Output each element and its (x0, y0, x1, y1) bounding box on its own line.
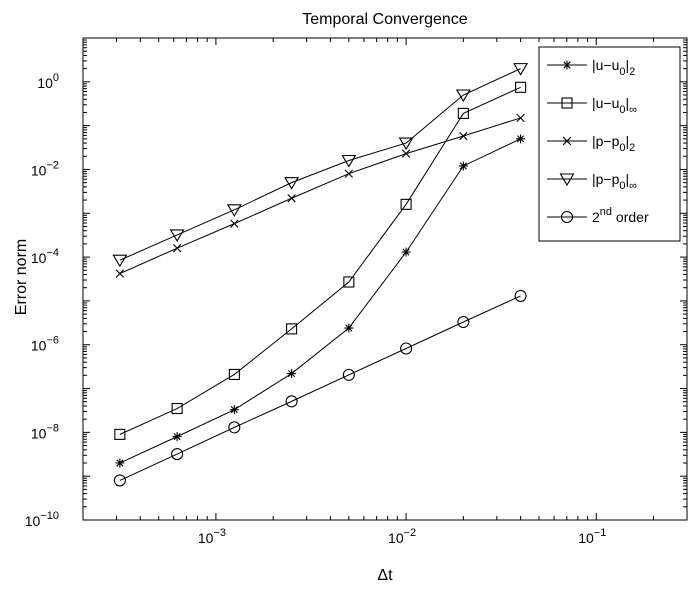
data-point (169, 229, 185, 243)
data-point (228, 368, 240, 380)
legend-entry: |p−p0|∞ (547, 171, 637, 192)
legend-label: |u−u0|∞ (592, 95, 637, 116)
legend-box (538, 46, 681, 242)
x-tick-label: 10−3 (198, 527, 226, 546)
legend-entry: 2nd order (547, 206, 649, 225)
data-point (458, 161, 468, 171)
data-point (455, 89, 471, 103)
legend-marker (561, 97, 573, 109)
legend-entry: |p−p0|2 (547, 133, 635, 154)
data-point (400, 342, 413, 355)
chart-title: Temporal Convergence (302, 11, 468, 28)
series-line (119, 117, 521, 275)
x-axis-label: Δt (377, 567, 393, 584)
data-point (226, 204, 242, 217)
data-point (342, 368, 355, 381)
legend-marker (559, 173, 575, 187)
series-star (115, 134, 526, 468)
y-tick-label: 100 (37, 72, 59, 91)
y-axis-label: Error norm (13, 239, 30, 315)
data-point (172, 432, 182, 442)
data-point (114, 428, 126, 440)
data-point (171, 402, 183, 415)
series-triangle (112, 63, 529, 268)
y-tick-label: 10−4 (31, 247, 59, 266)
plot-frame (82, 37, 688, 521)
data-point (457, 315, 470, 329)
data-point (401, 149, 411, 158)
data-point (287, 369, 297, 379)
data-point (401, 247, 411, 257)
data-point (457, 107, 469, 119)
series-square (114, 81, 527, 440)
series-circle (113, 289, 527, 487)
legend-label: |p−p0|2 (592, 133, 635, 154)
y-tick-label: 10−10 (25, 510, 59, 529)
data-point (344, 323, 354, 333)
data-point (400, 198, 412, 210)
data-point (341, 154, 357, 168)
x-tick-label: 10−1 (578, 527, 606, 546)
legend-entry: |u−u0|2 (547, 57, 635, 78)
data-point (513, 63, 529, 76)
series-line (119, 86, 521, 435)
data-point (112, 254, 128, 268)
data-point (344, 169, 354, 178)
data-point (515, 81, 527, 93)
data-point (398, 137, 414, 151)
legend-marker (562, 60, 572, 70)
legend: |u−u0|2 |u−u0|∞ |p−p0|2 |p−p0|∞ 2nd order (538, 46, 681, 242)
data-point (229, 405, 239, 415)
series-line (119, 68, 521, 261)
legend-label: 2nd order (592, 206, 649, 225)
series-x (115, 113, 525, 278)
data-point (284, 177, 300, 190)
data-point (516, 134, 526, 144)
data-point (514, 289, 527, 302)
data-point (115, 458, 125, 468)
legend-marker (562, 136, 572, 146)
legend-label: |p−p0|∞ (592, 171, 637, 192)
data-point (228, 421, 241, 434)
y-tick-label: 10−8 (31, 422, 59, 441)
data-point (516, 113, 525, 123)
legend-label: |u−u0|2 (592, 57, 635, 78)
y-tick-label: 10−6 (31, 335, 59, 354)
data-point (172, 243, 182, 253)
data-point (343, 276, 355, 288)
series-line (119, 138, 521, 464)
data-point (285, 395, 298, 408)
data-point (171, 447, 184, 461)
legend-entry: |u−u0|∞ (547, 95, 637, 116)
y-tick-label: 10−2 (31, 159, 59, 178)
x-tick-label: 10−2 (388, 527, 416, 546)
data-point (287, 194, 296, 203)
data-point (113, 474, 126, 487)
data-point (459, 131, 468, 141)
data-point (286, 323, 298, 335)
legend-marker (560, 210, 574, 224)
data-point (230, 219, 239, 228)
series-line (119, 295, 521, 481)
plot-area: 10−3 10−2 10−1 100 10−2 10−4 10−6 10−8 10−10 (25, 37, 688, 546)
data-point (115, 269, 125, 278)
